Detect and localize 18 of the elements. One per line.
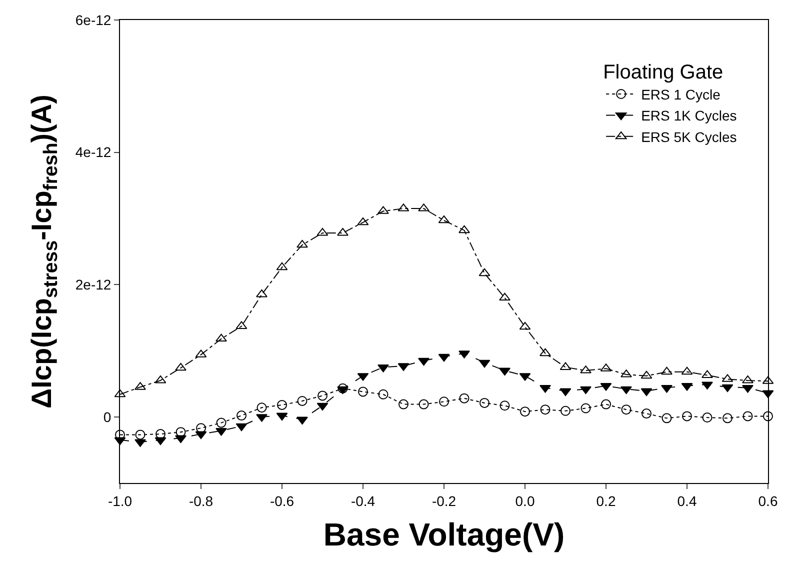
x-tick-label: 0.2 <box>596 492 616 509</box>
y-tick-label: 4e-12 <box>75 144 112 160</box>
x-tick-label: 0.6 <box>758 492 778 509</box>
legend-label: ERS 1 Cycle <box>641 86 721 102</box>
x-tick-label: -0.6 <box>270 492 294 509</box>
x-tick-label: -0.4 <box>350 492 376 509</box>
y-tick-label: 0 <box>103 408 112 425</box>
legend-label: ERS 5K Cycles <box>641 128 737 145</box>
x-tick-label: 0.0 <box>515 492 535 509</box>
x-tick-label: -0.2 <box>432 492 456 509</box>
x-tick-label: 0.4 <box>677 492 697 509</box>
y-tick-label: 2e-12 <box>75 276 112 292</box>
x-axis-title: Base Voltage(V) <box>323 516 565 553</box>
y-tick-label: 6e-12 <box>75 12 112 28</box>
x-tick-label: -1.0 <box>108 492 132 509</box>
legend-title: Floating Gate <box>603 61 724 84</box>
x-tick-label: -0.8 <box>188 492 214 509</box>
legend-label: ERS 1K Cycles <box>641 108 737 124</box>
